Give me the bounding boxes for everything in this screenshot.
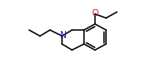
Text: O: O xyxy=(92,10,99,19)
Text: N: N xyxy=(59,32,65,40)
